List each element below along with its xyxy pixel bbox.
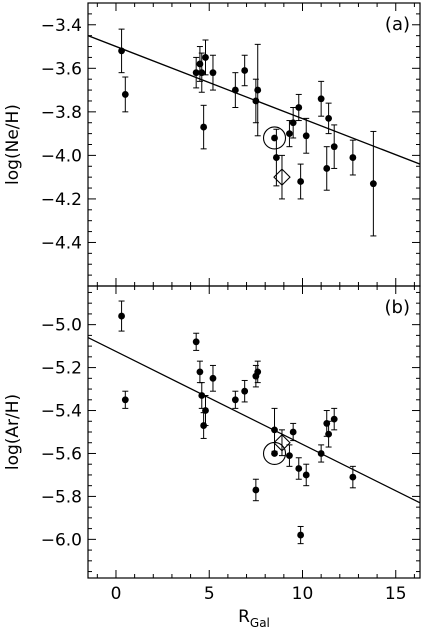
y-tick-label: −6.0 bbox=[41, 530, 82, 550]
y-tick-label: −4.0 bbox=[41, 146, 82, 166]
panel-label: (a) bbox=[385, 14, 410, 35]
data-point bbox=[200, 123, 208, 131]
data-point bbox=[209, 69, 217, 77]
data-point bbox=[118, 47, 125, 55]
data-point bbox=[289, 119, 297, 127]
data-point bbox=[241, 387, 249, 395]
data-point bbox=[196, 368, 204, 376]
data-point bbox=[271, 426, 278, 434]
data-point bbox=[323, 165, 331, 172]
data-point bbox=[192, 69, 200, 77]
data-point bbox=[295, 104, 303, 111]
y-tick-label: −3.8 bbox=[41, 103, 82, 123]
y-tick-label: −5.2 bbox=[41, 359, 82, 379]
data-point bbox=[286, 130, 293, 138]
y-tick-label: −3.6 bbox=[41, 59, 82, 79]
data-point bbox=[325, 114, 333, 122]
data-point bbox=[330, 143, 338, 151]
y-tick-label: −5.6 bbox=[41, 444, 82, 464]
data-point bbox=[198, 392, 206, 399]
data-point bbox=[252, 486, 260, 494]
x-axis-title-main: R bbox=[238, 607, 250, 627]
data-point bbox=[349, 154, 357, 161]
data-point bbox=[349, 473, 357, 481]
data-point bbox=[317, 95, 325, 103]
data-point bbox=[325, 430, 333, 438]
data-point bbox=[231, 86, 239, 94]
x-axis-title: RGal bbox=[238, 607, 270, 629]
data-point bbox=[271, 450, 278, 457]
x-tick-label: 0 bbox=[111, 584, 122, 604]
data-point bbox=[295, 465, 303, 472]
x-tick-label: 5 bbox=[204, 584, 215, 604]
x-axis-title-subscript: Gal bbox=[250, 616, 270, 629]
y-tick-label: −4.4 bbox=[41, 233, 82, 253]
data-point bbox=[202, 407, 209, 414]
data-point bbox=[272, 154, 280, 161]
plot-frame bbox=[87, 285, 421, 579]
data-point bbox=[121, 396, 129, 404]
data-point bbox=[330, 415, 338, 423]
fit-line bbox=[88, 336, 420, 504]
y-tick-label: −5.0 bbox=[41, 316, 82, 336]
data-point bbox=[121, 91, 129, 98]
y-axis-title: log(Ne/H) bbox=[3, 104, 23, 185]
open-circle-marker bbox=[262, 126, 287, 150]
data-point bbox=[241, 67, 249, 74]
data-point bbox=[231, 396, 239, 404]
data-point bbox=[286, 452, 293, 460]
panel-label: (b) bbox=[385, 297, 410, 318]
data-point bbox=[118, 312, 125, 320]
panel-a: −4.4 −4.2 −4.0 −3.8 −3.6 −3.4 log(Ne/H) (a) bbox=[3, 2, 421, 287]
data-point bbox=[202, 54, 209, 61]
data-point bbox=[271, 134, 278, 142]
data-point bbox=[254, 368, 262, 376]
data-point bbox=[297, 531, 305, 539]
data-point bbox=[209, 374, 217, 382]
y-tick-label: −5.4 bbox=[41, 402, 82, 422]
diamond-marker bbox=[273, 168, 291, 186]
diamond-marker bbox=[273, 433, 291, 452]
panel-b: −6.0 −5.8 −5.6 −5.4 −5.2 −5.0 0 5 10 15 RGal log(Ar… bbox=[3, 285, 421, 629]
y-tick-label: −3.4 bbox=[41, 16, 82, 36]
data-point bbox=[252, 97, 260, 105]
data-point bbox=[192, 338, 200, 346]
data-point bbox=[369, 180, 377, 188]
data-point bbox=[317, 450, 325, 457]
data-point bbox=[196, 60, 204, 68]
x-tick-label: 15 bbox=[385, 584, 407, 604]
data-point bbox=[302, 132, 310, 140]
x-tick-label: 10 bbox=[292, 584, 314, 604]
y-axis-title: log(Ar/H) bbox=[3, 394, 23, 470]
y-tick-label: −4.2 bbox=[41, 190, 82, 210]
data-point bbox=[302, 471, 310, 479]
data-point bbox=[297, 178, 305, 185]
y-tick-label: −5.8 bbox=[41, 487, 82, 507]
data-point bbox=[289, 428, 297, 436]
data-point bbox=[254, 86, 262, 94]
